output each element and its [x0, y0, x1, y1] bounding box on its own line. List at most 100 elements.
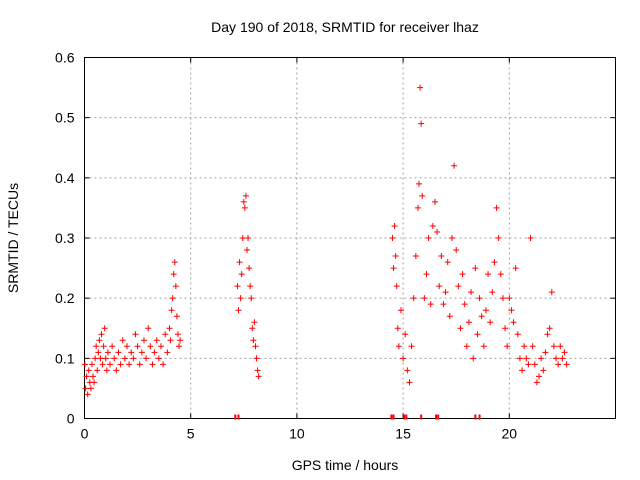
data-point: [123, 343, 130, 350]
data-point: [241, 204, 248, 211]
data-point: [423, 271, 430, 278]
data-point: [476, 295, 483, 302]
data-point: [102, 355, 109, 362]
data-point: [397, 307, 404, 314]
data-point: [149, 361, 156, 368]
data-point: [525, 361, 532, 368]
data-point: [166, 325, 173, 332]
data-point: [487, 319, 494, 326]
data-point: [250, 337, 257, 344]
data-point: [99, 361, 106, 368]
data-point: [412, 253, 419, 260]
data-point: [468, 289, 475, 296]
data-point: [92, 355, 99, 362]
data-point: [155, 355, 162, 362]
data-point: [242, 192, 249, 199]
data-point: [171, 259, 178, 266]
y-tick-label: 0.5: [55, 110, 75, 126]
data-point: [392, 253, 399, 260]
data-point: [482, 307, 489, 314]
data-point: [491, 259, 498, 266]
data-point: [446, 313, 453, 320]
data-point: [245, 235, 252, 241]
x-tick-label: 20: [502, 426, 518, 442]
data-point: [81, 361, 88, 368]
data-point: [457, 325, 464, 332]
x-tick-label: 5: [187, 426, 195, 442]
data-point: [470, 355, 477, 362]
data-point: [395, 343, 402, 350]
data-point: [442, 289, 449, 296]
data-point: [115, 349, 122, 356]
data-point: [87, 385, 94, 392]
data-point: [172, 283, 179, 290]
data-point: [400, 355, 407, 362]
data-point: [393, 283, 400, 290]
data-point: [402, 331, 409, 338]
tick-layer: 0 5 10 15 20 0 0.1 0.2 0.3 0.4 0.5 0.6: [55, 50, 616, 442]
data-point: [111, 355, 118, 362]
data-point: [542, 349, 549, 356]
data-point: [136, 361, 143, 368]
data-point: [151, 349, 158, 356]
grid-layer: [84, 57, 616, 419]
data-point: [160, 361, 167, 368]
data-point: [497, 271, 504, 278]
data-point: [502, 325, 509, 332]
data-point: [550, 343, 557, 350]
data-point: [168, 307, 175, 314]
data-point: [493, 204, 500, 211]
data-point: [247, 283, 254, 290]
data-point: [431, 198, 438, 205]
data-point: [410, 295, 417, 302]
data-point: [93, 343, 100, 350]
x-axis-label: GPS time / hours: [292, 457, 399, 473]
data-point: [85, 367, 92, 374]
data-point: [237, 295, 244, 302]
data-point: [106, 361, 113, 368]
data-point: [143, 355, 150, 362]
y-tick-label: 0.1: [55, 350, 75, 366]
data-point: [103, 367, 110, 374]
data-point: [238, 271, 245, 278]
data-point: [119, 337, 126, 344]
data-point: [157, 343, 164, 350]
data-point: [98, 331, 105, 338]
data-point: [521, 343, 528, 350]
y-tick-label: 0: [67, 411, 75, 427]
data-point: [516, 355, 523, 362]
lost-lock-layer: [234, 414, 481, 420]
data-point: [173, 313, 180, 320]
data-point: [253, 355, 260, 362]
data-point: [145, 325, 152, 332]
data-point: [480, 343, 487, 350]
data-point: [84, 391, 91, 398]
data-point: [246, 265, 253, 272]
data-point: [169, 295, 176, 302]
data-point: [176, 343, 183, 350]
data-point: [461, 301, 468, 308]
data-point: [140, 337, 147, 344]
data-point: [459, 271, 466, 278]
data-point: [162, 331, 169, 338]
data-point: [559, 355, 566, 362]
data-point: [434, 228, 441, 235]
data-point: [96, 337, 103, 344]
data-point: [408, 343, 415, 350]
data-point: [529, 343, 536, 350]
data-point: [504, 343, 511, 350]
data-point: [429, 222, 436, 229]
data-point: [417, 84, 424, 91]
points-layer: [81, 84, 570, 398]
data-point: [440, 301, 447, 308]
data-point: [391, 222, 398, 229]
data-point: [419, 192, 426, 199]
data-point: [478, 313, 485, 320]
data-point: [170, 271, 177, 278]
data-point: [255, 373, 262, 380]
data-point: [533, 379, 540, 386]
data-point: [508, 307, 515, 314]
data-point: [113, 367, 120, 374]
data-point: [147, 343, 154, 350]
